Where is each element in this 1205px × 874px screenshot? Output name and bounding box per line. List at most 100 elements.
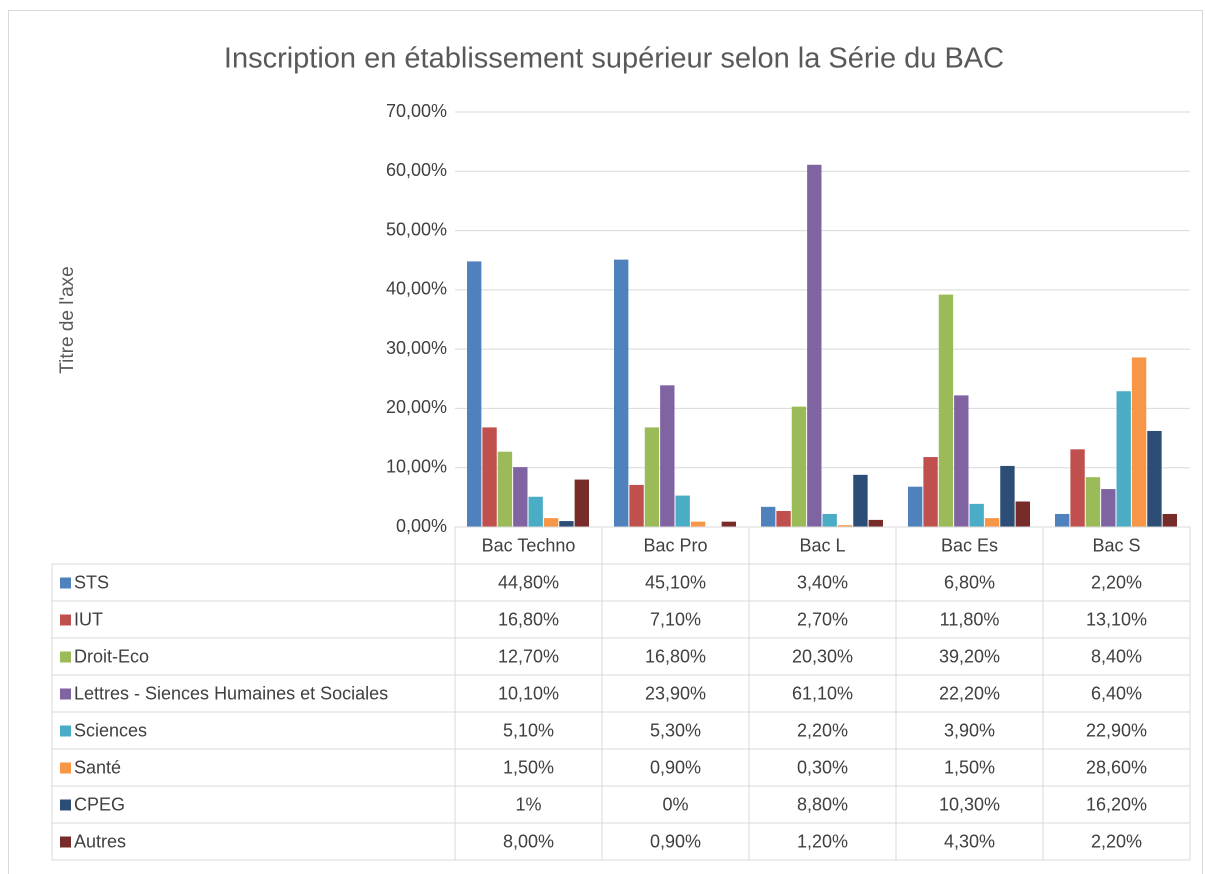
table-value: 28,60% xyxy=(1086,757,1147,777)
y-axis-title: Titre de l'axe xyxy=(57,266,78,373)
bar xyxy=(853,474,868,527)
bar xyxy=(954,395,969,527)
table-value: 8,80% xyxy=(797,794,848,814)
x-tick-label: Bac S xyxy=(1092,535,1140,555)
y-tick-label: 30,00% xyxy=(386,338,447,358)
table-value: 1% xyxy=(515,794,541,814)
bar xyxy=(574,479,589,527)
table-value: 8,40% xyxy=(1091,646,1142,666)
table-value: 0% xyxy=(662,794,688,814)
table-value: 2,20% xyxy=(797,720,848,740)
y-tick-label: 40,00% xyxy=(386,279,447,299)
table-value: 1,50% xyxy=(944,757,995,777)
bar xyxy=(1000,465,1015,527)
bar xyxy=(761,506,776,527)
bar xyxy=(1055,513,1070,527)
x-tick-label: Bac Es xyxy=(941,535,998,555)
legend-key xyxy=(60,799,71,811)
table-value: 0,90% xyxy=(650,757,701,777)
table-value: 2,20% xyxy=(1091,572,1142,592)
table-value: 16,80% xyxy=(645,646,706,666)
table-value: 16,20% xyxy=(1086,794,1147,814)
table-value: 61,10% xyxy=(792,683,853,703)
bar xyxy=(984,518,1000,527)
legend-key xyxy=(60,614,71,626)
table-value: 7,10% xyxy=(650,609,701,629)
y-tick-label: 20,00% xyxy=(386,397,447,417)
table-value: 12,70% xyxy=(498,646,559,666)
bar xyxy=(908,486,923,527)
y-tick-label: 50,00% xyxy=(386,219,447,239)
bar xyxy=(690,521,706,527)
table-value: 11,80% xyxy=(940,609,1000,629)
chart-title: Inscription en établissement supérieur s… xyxy=(224,43,1004,75)
table-value: 5,10% xyxy=(503,720,554,740)
table-value: 22,90% xyxy=(1086,720,1147,740)
legend-label: Autres xyxy=(74,831,126,851)
legend-label: CPEG xyxy=(74,794,125,814)
table-value: 10,10% xyxy=(498,683,559,703)
x-tick-label: Bac Techno xyxy=(482,535,576,555)
bar xyxy=(822,513,837,527)
legend-label: Droit-Eco xyxy=(74,646,149,666)
legend-key xyxy=(60,725,71,737)
bar xyxy=(1015,501,1030,527)
table-value: 3,90% xyxy=(944,720,995,740)
bar xyxy=(868,519,883,527)
bar xyxy=(528,496,543,527)
table-value: 0,90% xyxy=(650,831,701,851)
x-tick-label: Bac Pro xyxy=(643,535,707,555)
legend-key xyxy=(60,762,71,774)
legend-key xyxy=(60,836,71,848)
table-value: 1,50% xyxy=(503,757,554,777)
table-value: 0,30% xyxy=(797,757,848,777)
bar xyxy=(543,518,559,527)
table-value: 13,10% xyxy=(1086,609,1147,629)
table-value: 23,90% xyxy=(645,683,706,703)
table-value: 3,40% xyxy=(797,572,848,592)
table-value: 39,20% xyxy=(939,646,1000,666)
bar xyxy=(675,495,690,527)
table-value: 20,30% xyxy=(792,646,853,666)
bar xyxy=(482,427,497,527)
legend-label: STS xyxy=(74,572,109,592)
bar xyxy=(629,484,644,527)
bar xyxy=(776,510,791,527)
bar xyxy=(1147,430,1162,527)
bar xyxy=(1070,449,1085,527)
table-value: 6,80% xyxy=(944,572,995,592)
legend-label: Sciences xyxy=(74,720,147,740)
table-value: 6,40% xyxy=(1091,683,1142,703)
bar xyxy=(1162,513,1177,527)
bar xyxy=(1116,391,1131,527)
y-tick-label: 60,00% xyxy=(386,160,447,180)
legend-label: Santé xyxy=(74,757,121,777)
x-tick-label: Bac L xyxy=(799,535,845,555)
y-tick-label: 10,00% xyxy=(386,456,447,476)
table-value: 2,70% xyxy=(797,609,848,629)
table-value: 1,20% xyxy=(797,831,848,851)
bar xyxy=(791,406,807,527)
chart-border xyxy=(8,10,1203,874)
table-value: 4,30% xyxy=(944,831,995,851)
bar xyxy=(614,259,629,527)
table-value: 5,30% xyxy=(650,720,701,740)
bar xyxy=(969,503,984,527)
bar xyxy=(1101,489,1116,527)
legend-key xyxy=(60,577,71,589)
legend-key xyxy=(60,651,71,663)
y-tick-label: 0,00% xyxy=(396,516,447,536)
bar xyxy=(467,261,482,527)
table-value: 22,20% xyxy=(939,683,1000,703)
table-value: 16,80% xyxy=(498,609,559,629)
bar xyxy=(923,457,938,527)
table-value: 10,30% xyxy=(939,794,1000,814)
table-value: 2,20% xyxy=(1091,831,1142,851)
bar xyxy=(1131,357,1147,527)
table-value: 44,80% xyxy=(498,572,559,592)
bar xyxy=(807,164,822,527)
table-value: 8,00% xyxy=(503,831,554,851)
bar xyxy=(837,525,853,527)
